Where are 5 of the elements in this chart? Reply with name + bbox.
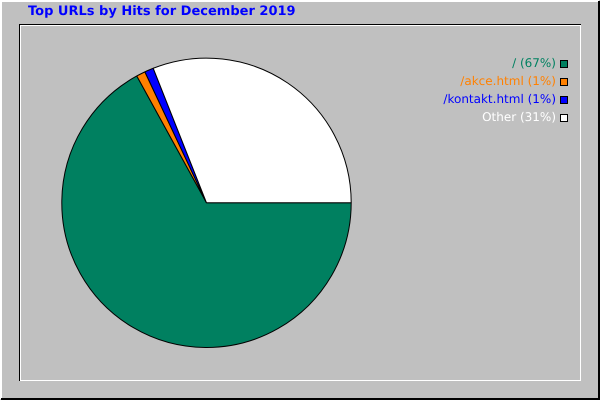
legend-label: /kontakt.html (1%)	[443, 92, 556, 106]
legend-label: /akce.html (1%)	[460, 74, 556, 88]
legend-label: Other (31%)	[482, 110, 556, 124]
chart-title: Top URLs by Hits for December 2019	[28, 4, 296, 20]
legend-label: / (67%)	[512, 56, 556, 70]
